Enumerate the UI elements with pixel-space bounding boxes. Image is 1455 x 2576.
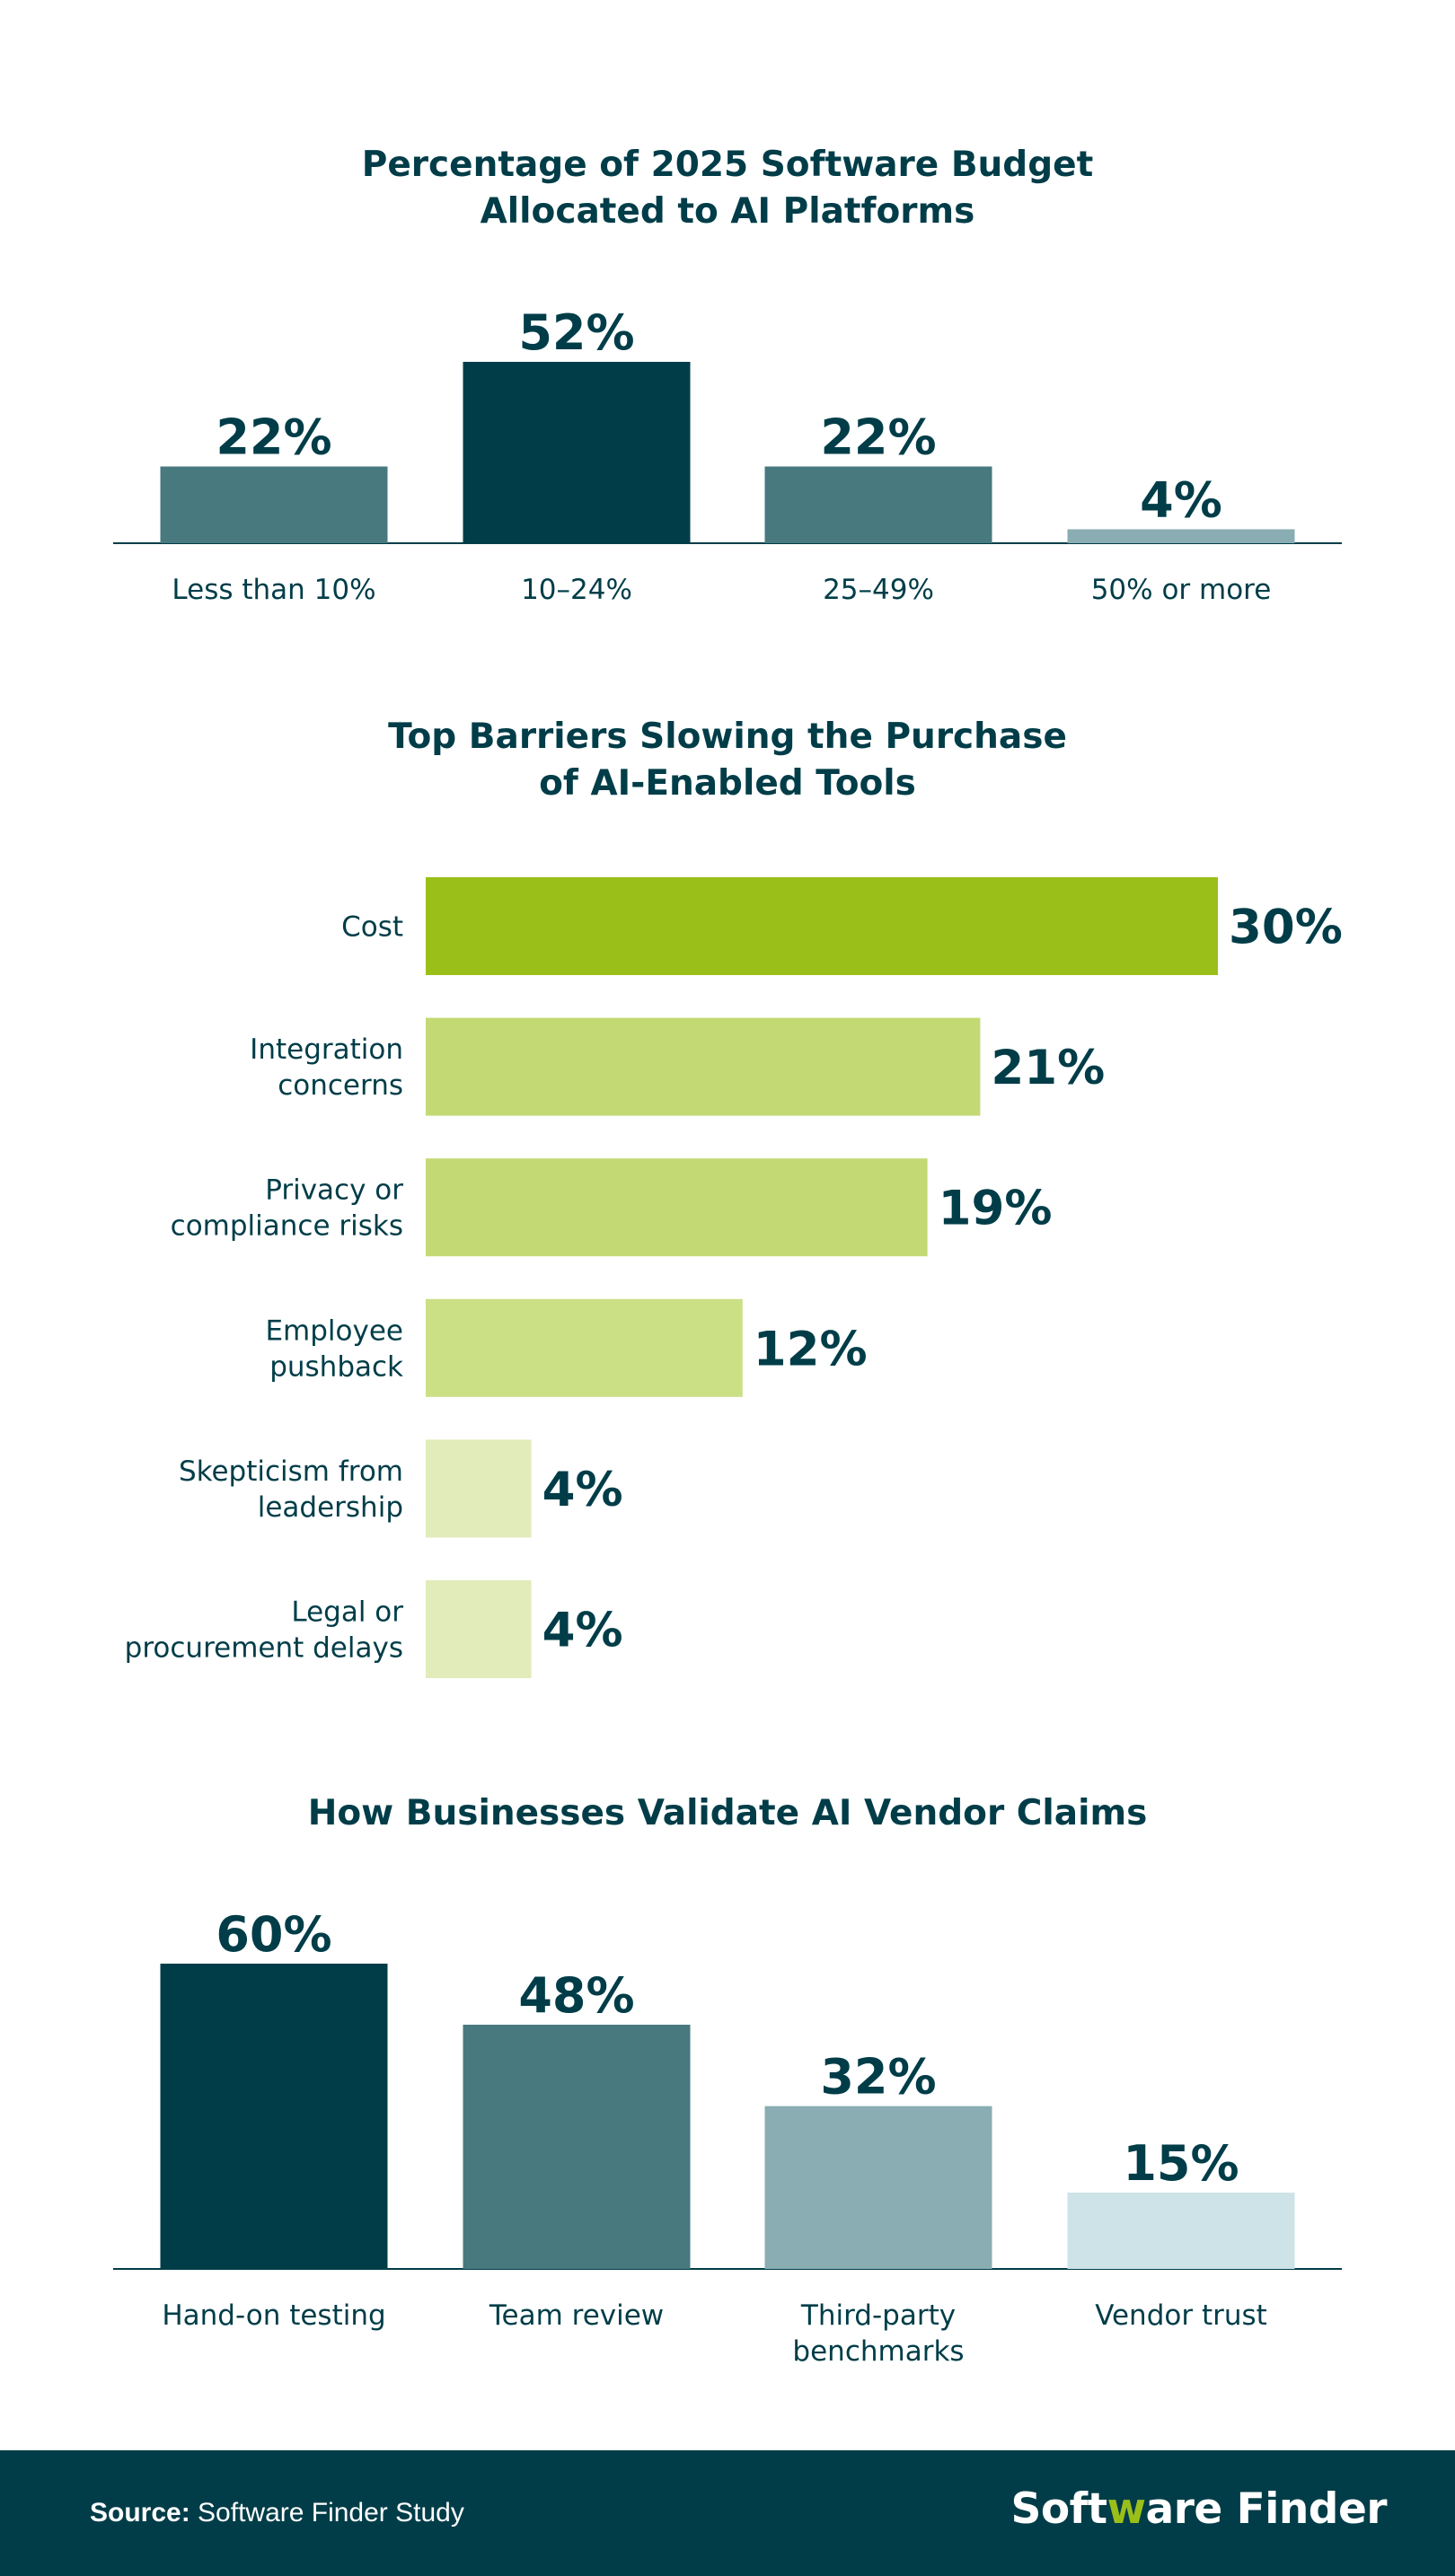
barrier-value-label: 4% [542,1463,623,1517]
chart2-title-line2: of AI-Enabled Tools [539,763,916,804]
software-finder-logo: Software Finder [1011,2484,1388,2534]
barrier-bar [426,877,1218,975]
validation-category-label: Team review [489,2299,664,2332]
budget-value-label: 4% [1140,471,1222,528]
barrier-bar [426,1298,743,1397]
source-note: Source: Software Finder Study [90,2498,464,2528]
barrier-category-label: leadership [258,1491,403,1524]
validation-category-label: Hand-on testing [162,2299,385,2332]
chart2-title: Top Barriers Slowing the Purchase of AI-… [0,714,1455,807]
barrier-value-label: 30% [1229,901,1343,955]
validation-value-label: 32% [820,2049,936,2106]
validation-value-label: 15% [1123,2135,1239,2192]
budget-bar [764,466,992,543]
budget-category-label: 50% or more [1091,574,1272,606]
barrier-value-label: 4% [542,1604,623,1658]
barrier-bar [426,1017,981,1116]
barrier-category-label: Cost [341,911,403,944]
budget-bar [1067,529,1295,543]
validation-category-label: Vendor trust [1095,2299,1267,2332]
footer: Source: Software Finder Study Software F… [0,2450,1455,2576]
budget-bar [160,466,388,543]
validation-bar [1067,2193,1295,2269]
validation-bar [463,2025,691,2269]
barrier-category-label: Skepticism from [179,1455,403,1488]
chart1-title: Percentage of 2025 Software Budget Alloc… [0,142,1455,235]
validation-chart: 60% Hand-on testing 48% Team review 32% Third… [113,1906,1342,2368]
source-label: Source: [90,2498,190,2528]
budget-category-label: 25–49% [823,574,934,606]
validation-bar [160,1964,388,2269]
barrier-category-label: concerns [278,1069,403,1102]
barrier-category-label: Privacy or [265,1174,403,1207]
barrier-category-label: Employee [265,1314,403,1347]
barrier-category-label: Legal or [291,1596,403,1629]
budget-value-label: 52% [518,304,634,361]
chart2-title-line1: Top Barriers Slowing the Purchase [388,717,1067,757]
chart3-title-line1: How Businesses Validate AI Vendor Claims [307,1793,1148,1833]
budget-category-label: Less than 10% [172,574,375,606]
budget-category-label: 10–24% [521,574,632,606]
budget-value-label: 22% [820,409,936,466]
chart1-title-line1: Percentage of 2025 Software Budget [361,145,1094,185]
logo-text-start: Soft [1010,2484,1108,2534]
barrier-category-label: procurement delays [125,1632,403,1665]
logo-text-w: w [1107,2484,1146,2534]
budget-value-label: 22% [216,409,331,466]
barrier-value-label: 12% [754,1322,868,1376]
barrier-value-label: 19% [939,1182,1053,1236]
source-text: Software Finder Study [190,2498,464,2528]
barrier-category-label: compliance risks [171,1210,403,1243]
barrier-bar [426,1439,532,1538]
barrier-bar [426,1580,532,1678]
budget-bar [463,362,691,543]
chart3-title: How Businesses Validate AI Vendor Claims [0,1790,1455,1837]
validation-category-label: Third-party [800,2299,956,2332]
barrier-bar [426,1158,928,1257]
barrier-category-label: pushback [269,1350,403,1383]
validation-value-label: 48% [518,1967,634,2024]
chart1-title-line2: Allocated to AI Platforms [480,191,975,232]
validation-category-label: benchmarks [792,2335,964,2368]
logo-text-end: are Finder [1145,2484,1387,2534]
budget-chart: 22% Less than 10% 52% 10–24% 22% 25–49% 4% 50% … [113,304,1342,606]
validation-bar [764,2106,992,2269]
barrier-category-label: Integration [250,1033,403,1066]
validation-value-label: 60% [216,1906,331,1963]
barrier-value-label: 21% [991,1041,1105,1095]
